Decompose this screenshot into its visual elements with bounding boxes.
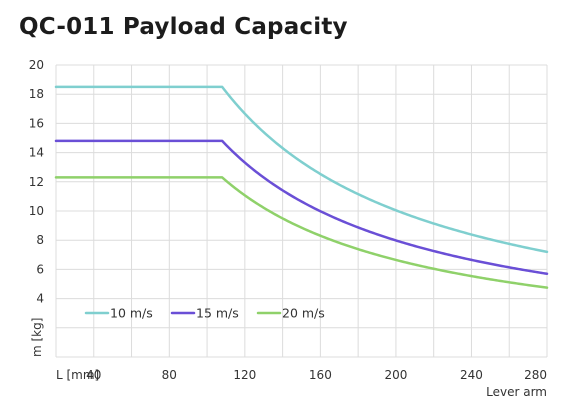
series-line-1	[54, 85, 549, 254]
series-line-3	[54, 176, 549, 289]
series-lines	[54, 85, 549, 289]
legend: 10 m/s 15 m/s 20 m/s	[84, 306, 325, 321]
x-tick-label: 160	[309, 368, 332, 382]
y-tick-label: 14	[29, 146, 44, 160]
y-tick-label: 20	[29, 58, 44, 72]
series-line-2	[54, 139, 549, 276]
x-tick-label: 40	[86, 368, 101, 382]
y-tick-label: 12	[29, 175, 44, 189]
y-axis-label: m [kg]	[30, 318, 44, 357]
x-tick-label: 80	[162, 368, 177, 382]
y-tick-label: 18	[29, 87, 44, 101]
x-axis-unit-label: L [mm]	[56, 368, 99, 382]
y-tick-labels: 4 6 8 10 12 14 16 18 20	[29, 58, 44, 306]
y-tick-label: 8	[36, 233, 44, 247]
y-tick-label: 16	[29, 116, 44, 130]
x-tick-labels: 40 80 120 160 200 240 280	[86, 368, 547, 382]
x-axis-label: Lever arm	[486, 385, 547, 399]
chart-title: QC-011 Payload Capacity	[19, 14, 348, 40]
y-tick-label: 6	[36, 262, 44, 276]
x-tick-label: 240	[460, 368, 483, 382]
legend-label-3: 20 m/s	[282, 306, 325, 321]
x-tick-label: 120	[233, 368, 256, 382]
y-tick-label: 10	[29, 204, 44, 218]
legend-label-2: 15 m/s	[196, 306, 239, 321]
legend-label-1: 10 m/s	[110, 306, 153, 321]
x-tick-label: 280	[524, 368, 547, 382]
y-tick-label: 4	[36, 292, 44, 306]
x-tick-label: 200	[384, 368, 407, 382]
